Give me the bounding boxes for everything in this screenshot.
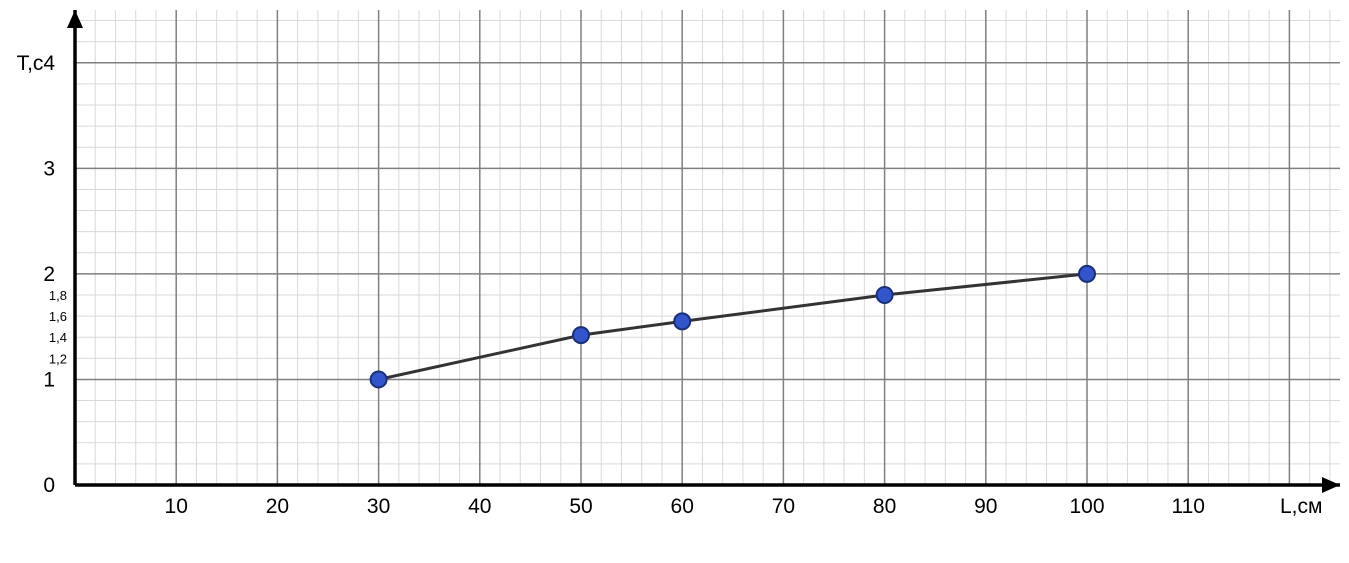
svg-text:1,4: 1,4 xyxy=(49,330,67,345)
svg-text:1,6: 1,6 xyxy=(49,309,67,324)
svg-text:40: 40 xyxy=(468,495,491,518)
chart-container: 10 20 30 40 50 60 70 80 90 100 110 L,см 0 1 2 3 4 1,2 1,4 1… xyxy=(0,0,1349,563)
svg-text:20: 20 xyxy=(266,495,289,518)
svg-text:30: 30 xyxy=(367,495,390,518)
svg-text:60: 60 xyxy=(671,495,694,518)
svg-text:1,2: 1,2 xyxy=(49,351,67,366)
svg-text:1,8: 1,8 xyxy=(49,288,67,303)
svg-text:0: 0 xyxy=(43,474,55,497)
line-chart: 10 20 30 40 50 60 70 80 90 100 110 L,см 0 1 2 3 4 1,2 1,4 1… xyxy=(0,0,1349,563)
svg-text:10: 10 xyxy=(165,495,188,518)
svg-text:2: 2 xyxy=(43,263,55,286)
svg-text:4: 4 xyxy=(43,52,55,75)
svg-text:3: 3 xyxy=(43,157,55,180)
svg-text:80: 80 xyxy=(873,495,896,518)
svg-text:100: 100 xyxy=(1069,495,1104,518)
svg-text:1: 1 xyxy=(43,368,55,391)
svg-text:50: 50 xyxy=(569,495,592,518)
svg-text:L,см: L,см xyxy=(1280,495,1322,518)
svg-text:110: 110 xyxy=(1171,495,1204,518)
svg-text:90: 90 xyxy=(974,495,997,518)
svg-text:70: 70 xyxy=(772,495,795,518)
svg-text:T,с: T,с xyxy=(17,52,44,75)
